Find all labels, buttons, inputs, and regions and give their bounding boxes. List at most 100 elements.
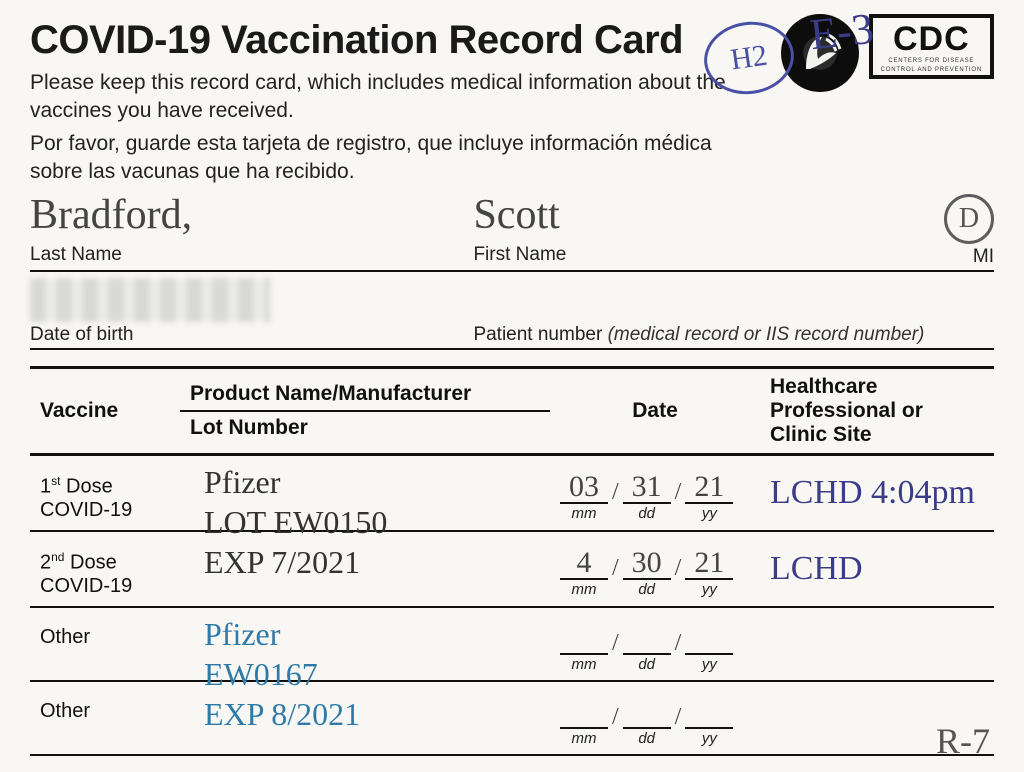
vaccination-card: COVID-19 Vaccination Record Card CDC CEN… <box>0 0 1024 772</box>
logo-block: CDC CENTERS FOR DISEASE CONTROL AND PREV… <box>781 14 994 92</box>
vaccine-dose-label: 1st DoseCOVID-19 <box>30 456 180 530</box>
dose-date: mm / dd / yy <box>550 608 760 680</box>
date-yy-value <box>685 623 733 655</box>
date-dd-value <box>623 623 671 655</box>
date-yy-unit: yy <box>702 656 717 673</box>
date-mm-value <box>560 697 608 729</box>
vaccine-dose-label: 2nd DoseCOVID-19 <box>30 532 180 606</box>
hhs-seal-icon <box>781 14 859 92</box>
date-mm-value: 03 <box>560 472 608 504</box>
last-name-value: Bradford, <box>30 194 473 242</box>
date-dd-unit: dd <box>638 730 655 747</box>
mi-value: D <box>944 194 994 244</box>
date-dd-value: 31 <box>623 472 671 504</box>
col-product-top: Product Name/Manufacturer <box>190 382 540 406</box>
date-yy-unit: yy <box>702 505 717 522</box>
clinic-site-text: LCHD <box>770 550 863 588</box>
product-lot: PfizerEW0167EXP 8/2021 <box>180 608 550 680</box>
date-sep: / <box>612 555 619 598</box>
date-mm-unit: mm <box>572 656 597 673</box>
dob-label: Date of birth <box>30 324 473 346</box>
date-mm-unit: mm <box>572 505 597 522</box>
table-row: Other mm / dd / yy <box>30 682 994 756</box>
name-row: Bradford, Last Name Scott First Name D M… <box>30 194 994 272</box>
date-yy-value: 21 <box>685 548 733 580</box>
date-dd-unit: dd <box>638 656 655 673</box>
date-yy: yy <box>685 623 733 673</box>
instruction-en: Please keep this record card, which incl… <box>30 69 730 126</box>
dose-date: 4mm/30dd/21yy <box>550 532 760 606</box>
patient-number-label-plain: Patient number <box>473 324 607 345</box>
cdc-logo: CDC CENTERS FOR DISEASE CONTROL AND PREV… <box>869 14 994 79</box>
patient-number-value <box>473 278 994 322</box>
dose-date: 03mm/31dd/21yy <box>550 456 760 530</box>
clinic-site: LCHD 4:04pm <box>760 456 994 530</box>
date-sep: / <box>675 630 682 673</box>
dob-row: Date of birth Patient number (medical re… <box>30 278 994 350</box>
first-name-field: Scott First Name <box>473 194 897 272</box>
date-sep: / <box>675 479 682 522</box>
col-vaccine: Vaccine <box>30 369 180 453</box>
cdc-sub2: CONTROL AND PREVENTION <box>881 67 982 74</box>
clinic-site: LCHD <box>760 532 994 606</box>
col-product-bottom: Lot Number <box>190 416 540 440</box>
mi-field: D MI <box>898 194 994 272</box>
date-sep: / <box>675 704 682 747</box>
vaccine-dose-label: Other <box>30 682 180 754</box>
date-mm-value: 4 <box>560 548 608 580</box>
date-yy: yy <box>685 697 733 747</box>
corner-handwritten: R-7 <box>936 720 990 762</box>
first-name-value: Scott <box>473 194 897 242</box>
table-row: OtherPfizerEW0167EXP 8/2021 mm / dd / yy <box>30 608 994 682</box>
date-yy: 21yy <box>685 472 733 522</box>
date-dd: 30dd <box>623 548 671 598</box>
table-row: 1st DoseCOVID-19PfizerLOT EW0150EXP 7/20… <box>30 456 994 532</box>
col-date: Date <box>550 369 760 453</box>
mi-label: MI <box>898 246 994 268</box>
date-sep: / <box>675 555 682 598</box>
patient-number-label: Patient number (medical record or IIS re… <box>473 324 994 346</box>
instruction-es: Por favor, guarde esta tarjeta de regist… <box>30 130 730 187</box>
date-mm-unit: mm <box>572 581 597 598</box>
date-dd-value <box>623 697 671 729</box>
date-mm: 4mm <box>560 548 608 598</box>
date-sep: / <box>612 479 619 522</box>
date-dd-unit: dd <box>638 505 655 522</box>
first-name-label: First Name <box>473 244 897 266</box>
date-mm: mm <box>560 623 608 673</box>
date-mm: 03mm <box>560 472 608 522</box>
date-yy-unit: yy <box>702 730 717 747</box>
date-sep: / <box>612 630 619 673</box>
date-yy: 21yy <box>685 548 733 598</box>
cdc-sub1: CENTERS FOR DISEASE <box>881 58 982 65</box>
date-dd-unit: dd <box>638 581 655 598</box>
date-yy-unit: yy <box>702 581 717 598</box>
dose-date: mm / dd / yy <box>550 682 760 754</box>
date-yy-value <box>685 697 733 729</box>
product-lot: PfizerLOT EW0150EXP 7/2021 <box>180 456 550 530</box>
date-dd-value: 30 <box>623 548 671 580</box>
dob-field: Date of birth <box>30 278 473 350</box>
date-mm-value <box>560 623 608 655</box>
date-dd: dd <box>623 697 671 747</box>
table-row: 2nd DoseCOVID-194mm/30dd/21yyLCHD <box>30 532 994 608</box>
patient-number-label-italic: (medical record or IIS record number) <box>608 324 925 345</box>
dob-redacted <box>30 278 270 322</box>
last-name-field: Bradford, Last Name <box>30 194 473 272</box>
date-sep: / <box>612 704 619 747</box>
cdc-text: CDC <box>881 22 982 56</box>
last-name-label: Last Name <box>30 244 473 266</box>
date-mm: mm <box>560 697 608 747</box>
product-lot-text: PfizerLOT EW0150EXP 7/2021 <box>190 462 387 582</box>
date-dd: dd <box>623 623 671 673</box>
date-mm-unit: mm <box>572 730 597 747</box>
col-site: Healthcare Professional or Clinic Site <box>760 369 994 453</box>
table-header: Vaccine Product Name/Manufacturer Lot Nu… <box>30 369 994 456</box>
date-dd: 31dd <box>623 472 671 522</box>
clinic-site-text: LCHD 4:04pm <box>770 474 975 512</box>
vaccine-table: Vaccine Product Name/Manufacturer Lot Nu… <box>30 366 994 755</box>
col-product: Product Name/Manufacturer Lot Number <box>180 369 550 453</box>
patient-number-field: Patient number (medical record or IIS re… <box>473 278 994 350</box>
vaccine-dose-label: Other <box>30 608 180 680</box>
date-yy-value: 21 <box>685 472 733 504</box>
